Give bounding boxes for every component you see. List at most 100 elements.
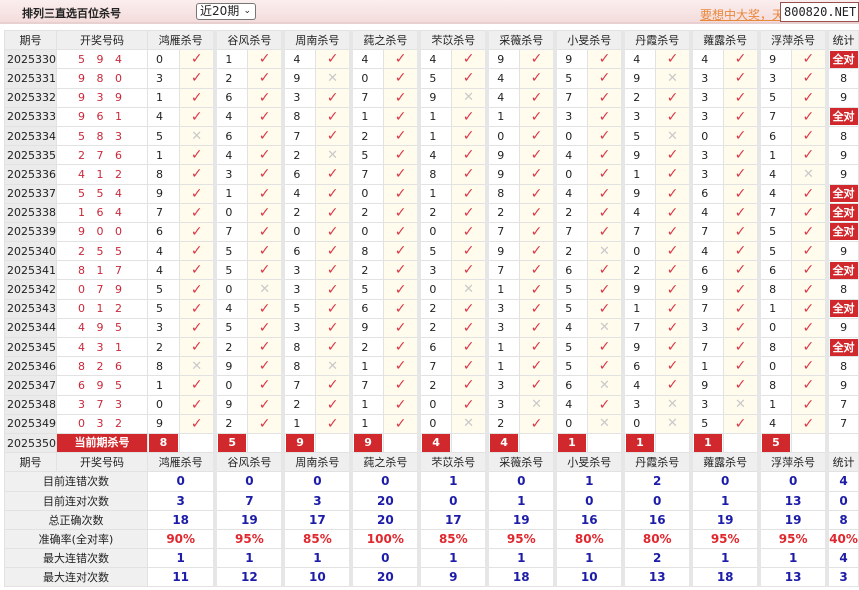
pick-number: 9 xyxy=(690,375,724,396)
stats-value: 1 xyxy=(690,490,762,511)
check-icon: ✓ xyxy=(586,356,626,377)
check-icon-text: ✓ xyxy=(258,243,271,260)
pick-number: 1 xyxy=(146,87,180,108)
check-icon-text: ✓ xyxy=(598,147,611,164)
period-cell-text: 2025339 xyxy=(7,225,56,239)
stat-cell: 9 xyxy=(826,145,859,166)
period-cell-text: 2025348 xyxy=(7,398,56,412)
pick-number: 2 xyxy=(146,336,180,358)
check-icon: ✓ xyxy=(314,164,354,185)
pick-number-text: 6 xyxy=(769,263,777,277)
pick-number-text: 9 xyxy=(155,417,163,431)
cross-icon: ✕ xyxy=(586,241,626,262)
pick-number: 4 xyxy=(282,49,316,70)
stats-value-text: 7 xyxy=(245,493,254,508)
current-kill-number-text: 5 xyxy=(218,434,246,452)
check-icon: ✓ xyxy=(722,68,762,89)
check-icon: ✓ xyxy=(586,125,626,147)
pick-number-text: 5 xyxy=(769,225,777,239)
draw-number-text: 1 6 4 xyxy=(77,206,126,220)
stats-value-text: 18 xyxy=(172,512,190,527)
pick-number: 4 xyxy=(690,49,724,70)
stats-row: 最大连错次数 1 1 1 0 1 1 1 2 1 1 4 xyxy=(4,548,859,569)
check-icon-text: ✓ xyxy=(530,339,543,356)
check-icon: ✓ xyxy=(790,202,830,223)
check-icon-text: ✓ xyxy=(394,300,407,317)
pick-number-text: 3 xyxy=(701,321,709,335)
check-icon-text: ✓ xyxy=(326,223,339,240)
pick-number: 5 xyxy=(758,87,792,108)
check-icon: ✓ xyxy=(178,68,218,89)
cross-icon-text: ✕ xyxy=(463,90,474,106)
pick-number: 9 xyxy=(146,413,180,434)
check-icon: ✓ xyxy=(382,183,422,204)
check-icon-text: ✓ xyxy=(394,396,407,413)
check-icon: ✓ xyxy=(382,241,422,262)
check-icon-text: ✓ xyxy=(598,223,611,240)
check-icon: ✓ xyxy=(246,106,286,127)
pick-number: 5 xyxy=(622,125,656,147)
pick-number-text: 0 xyxy=(155,398,163,412)
col-predictor: 莼之杀号 xyxy=(350,29,422,51)
stats-value-text: 19 xyxy=(716,512,734,527)
current-kill-number: 1 xyxy=(690,432,724,454)
stats-value: 85% xyxy=(418,528,490,550)
pick-number-text: 9 xyxy=(497,167,505,181)
period-cell-text: 2025345 xyxy=(7,340,56,354)
stats-value-text: 80% xyxy=(574,531,604,546)
check-icon-text: ✓ xyxy=(394,358,407,375)
stat-cell-text: 8 xyxy=(840,129,848,143)
stats-value-text: 11 xyxy=(172,570,190,585)
empty-cell xyxy=(654,432,694,454)
check-icon: ✓ xyxy=(518,356,558,377)
stat-cell: 9 xyxy=(826,375,859,396)
check-icon-text: ✓ xyxy=(258,70,271,87)
pick-number-text: 0 xyxy=(225,283,233,297)
check-icon-text: ✓ xyxy=(598,89,611,106)
draw-number-text: 8 1 7 xyxy=(77,263,126,277)
stats-value: 95% xyxy=(214,528,286,550)
promo-link[interactable]: 要想中大奖，天 xyxy=(700,8,780,22)
pick-number-text: 2 xyxy=(361,340,369,354)
stats-value: 0 xyxy=(350,471,422,492)
check-icon-text: ✓ xyxy=(394,204,407,221)
stat-cell-text: 9 xyxy=(840,91,848,105)
pick-number: 3 xyxy=(486,298,520,319)
pick-number-text: 5 xyxy=(429,71,437,85)
cross-icon: ✕ xyxy=(178,125,218,147)
pick-number: 5 xyxy=(350,145,384,166)
stat-cell-text: 全对 xyxy=(829,204,858,222)
pick-number-text: 1 xyxy=(633,302,641,316)
check-icon: ✓ xyxy=(314,221,354,243)
pick-number: 7 xyxy=(690,336,724,358)
pick-number-text: 1 xyxy=(497,283,505,297)
check-icon-text: ✓ xyxy=(258,358,271,375)
check-icon: ✓ xyxy=(722,183,762,204)
kill-number-table: 期号 开奖号码 鸿雁杀号 谷风杀号 周南杀号 莼之杀号 芣苡杀号 采薇杀号 小旻杀号 丹霞杀号 蕹露… xyxy=(4,29,859,588)
pick-number: 0 xyxy=(418,394,452,415)
stats-value: 19 xyxy=(690,509,762,530)
stats-value-text: 100% xyxy=(366,531,404,546)
check-icon: ✓ xyxy=(790,356,830,377)
check-icon-text: ✓ xyxy=(394,51,407,68)
table-row: 2025339 9 0 0 6 ✓ 7 ✓ 0 ✓ 0 ✓ 0 ✓ 7 ✓ 7 ✓ 7 ✓ 7 ✓ 5 ✓ 全对 xyxy=(4,221,859,243)
stats-value: 0 xyxy=(214,471,286,492)
period-range-select[interactable]: 近20期 ⌄ xyxy=(196,3,256,20)
check-icon: ✓ xyxy=(722,317,762,339)
pick-number-text: 0 xyxy=(769,359,777,373)
col-draw-text: 开奖号码 xyxy=(79,456,124,470)
pick-number-text: 4 xyxy=(769,167,777,181)
current-kill-number-text: 9 xyxy=(286,434,314,452)
pick-number: 4 xyxy=(282,183,316,204)
check-icon-text: ✓ xyxy=(734,243,747,260)
pick-number-text: 0 xyxy=(769,321,777,335)
check-icon-text: ✓ xyxy=(530,281,543,298)
check-icon: ✓ xyxy=(450,68,490,89)
pick-number: 3 xyxy=(214,164,248,185)
check-icon-text: ✓ xyxy=(802,377,815,394)
pick-number: 4 xyxy=(554,394,588,415)
pick-number: 7 xyxy=(146,202,180,223)
pick-number: 4 xyxy=(554,317,588,339)
draw-number: 1 6 4 xyxy=(56,202,148,223)
check-icon: ✓ xyxy=(654,279,694,300)
